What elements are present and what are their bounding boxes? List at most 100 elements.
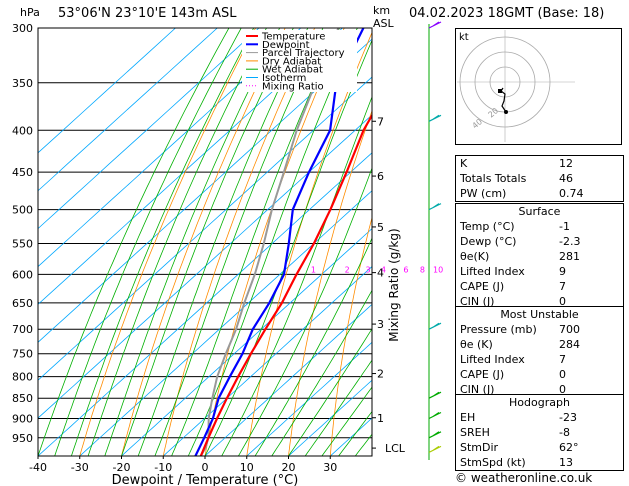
wet-adiabat--16	[137, 28, 309, 456]
mixing-ratio-label: 1	[311, 265, 316, 274]
isotherm--30	[79, 190, 372, 456]
legend-label: Temperature	[261, 32, 325, 43]
wet-adiabat--8	[171, 28, 340, 456]
wet-adiabat--32	[71, 28, 255, 456]
km-tick-label: 2	[377, 368, 384, 381]
isotherm--60	[38, 76, 372, 381]
surface-title: Surface	[518, 205, 561, 218]
km-tick-label: 4	[377, 267, 384, 280]
most-unstable-label: Pressure (mb)	[460, 323, 537, 336]
most-unstable-label: θe (K)	[460, 338, 493, 351]
isotherm--10	[163, 266, 372, 456]
hodograph-unit-label: kt	[459, 32, 469, 43]
dry-adiabat-40	[371, 448, 372, 456]
x-tick-label: -30	[71, 461, 89, 474]
surface-value: 281	[559, 250, 580, 263]
most-unstable-row: CIN (J) 0	[456, 382, 623, 397]
pressure-tick-label: 300	[12, 22, 33, 35]
wet-adiabat--40	[38, 28, 230, 456]
surface-label: Lifted Index	[460, 265, 525, 278]
hodograph-stat-value: -23	[559, 411, 577, 424]
hodograph-stat-label: EH	[460, 411, 476, 424]
legend-label: Dewpoint	[262, 40, 310, 51]
isotherm-10	[246, 341, 372, 456]
surface-row: Lifted Index 9	[456, 264, 623, 279]
most-unstable-value: 700	[559, 323, 580, 336]
isotherm--90	[38, 28, 302, 268]
legend-label: Isotherm	[262, 73, 306, 84]
dewpoint-line	[194, 28, 365, 456]
hodograph-stat-label: StmSpd (kt)	[460, 456, 526, 469]
surface-value: -2.3	[559, 235, 581, 248]
surface-value: 0	[559, 295, 566, 308]
surface-row: θe(K) 281	[456, 249, 623, 264]
dry-adiabat-30	[329, 216, 372, 456]
isotherm--80	[38, 28, 343, 305]
most-unstable-label: CAPE (J)	[460, 368, 505, 381]
index-value: 0.74	[559, 187, 584, 200]
x-tick-label: 20	[282, 461, 296, 474]
pressure-tick-label: 600	[12, 268, 33, 281]
x-tick-label: 30	[323, 461, 337, 474]
mixing-ratio-label: 2	[345, 265, 350, 274]
pressure-tick-label: 500	[12, 204, 33, 217]
wet-adiabat--24	[104, 28, 281, 456]
pressure-tick-label: 450	[12, 166, 33, 179]
hodograph-frame	[455, 28, 622, 145]
legend-label: Parcel Trajectory	[262, 48, 345, 59]
asl-label: ASL	[373, 17, 394, 30]
hodograph-stat-value: -8	[559, 426, 570, 439]
wind-barb	[428, 391, 442, 399]
mixing-ratio-label: 3	[366, 265, 371, 274]
surface-row: CAPE (J) 7	[456, 279, 623, 294]
hodograph-stat-label: SREH	[460, 426, 490, 439]
surface-label: θe(K)	[460, 250, 490, 263]
wet-adiabat-16	[271, 289, 372, 456]
x-tick-label: -10	[154, 461, 172, 474]
wet-adiabat--12	[154, 28, 324, 456]
wind-barb	[428, 114, 442, 122]
hodograph-stat-label: StmDir	[460, 441, 499, 454]
legend-label: Wet Adiabat	[262, 65, 323, 76]
index-row: PW (cm) 0.74	[456, 186, 623, 201]
index-row: Totals Totals 46	[456, 171, 623, 186]
pressure-tick-label: 550	[12, 237, 33, 250]
pressure-tick-label: 900	[12, 413, 33, 426]
legend-label: Dry Adiabat	[262, 56, 321, 67]
isotherm--70	[38, 38, 372, 343]
surface-box: Surface Temp (°C) -1 Dewp (°C) -2.3 θe(K) 281…	[455, 203, 624, 310]
surface-row: Temp (°C) -1	[456, 219, 623, 234]
unit-label-hpa: hPa	[20, 6, 40, 19]
km-tick-label: 7	[377, 115, 384, 128]
pressure-tick-label: 750	[12, 348, 33, 361]
indices-box: K 12 Totals Totals 46 PW (cm) 0.74	[455, 155, 624, 202]
wet-adiabat--28	[87, 28, 267, 456]
most-unstable-row: CAPE (J) 0	[456, 367, 623, 382]
isotherm-0	[204, 303, 372, 456]
hodograph-end-marker	[504, 110, 508, 114]
hodograph-stat-value: 62°	[559, 441, 579, 454]
wind-barb	[428, 431, 442, 439]
dry-adiabat--20	[121, 28, 286, 456]
legend-background	[242, 30, 357, 92]
hodograph-stat-row: SREH -8	[456, 425, 623, 440]
isotherm--20	[121, 228, 372, 456]
wet-adiabat-20	[288, 328, 372, 456]
pressure-tick-label: 350	[12, 77, 33, 90]
copyright-footer: © weatheronline.co.uk	[455, 471, 593, 485]
most-unstable-value: 0	[559, 368, 566, 381]
hodograph-stat-value: 13	[559, 456, 573, 469]
isotherm-20	[288, 379, 372, 456]
wet-adiabat-28	[321, 386, 372, 456]
wind-barb	[428, 411, 442, 420]
most-unstable-row: Pressure (mb) 700	[456, 322, 623, 337]
x-tick-label: -20	[113, 461, 131, 474]
isotherm--100	[38, 28, 260, 230]
isotherm--50	[38, 114, 372, 419]
temperature-line	[199, 113, 372, 456]
mixing-ratio-label: 4	[381, 265, 386, 274]
most-unstable-title: Most Unstable	[500, 308, 579, 321]
